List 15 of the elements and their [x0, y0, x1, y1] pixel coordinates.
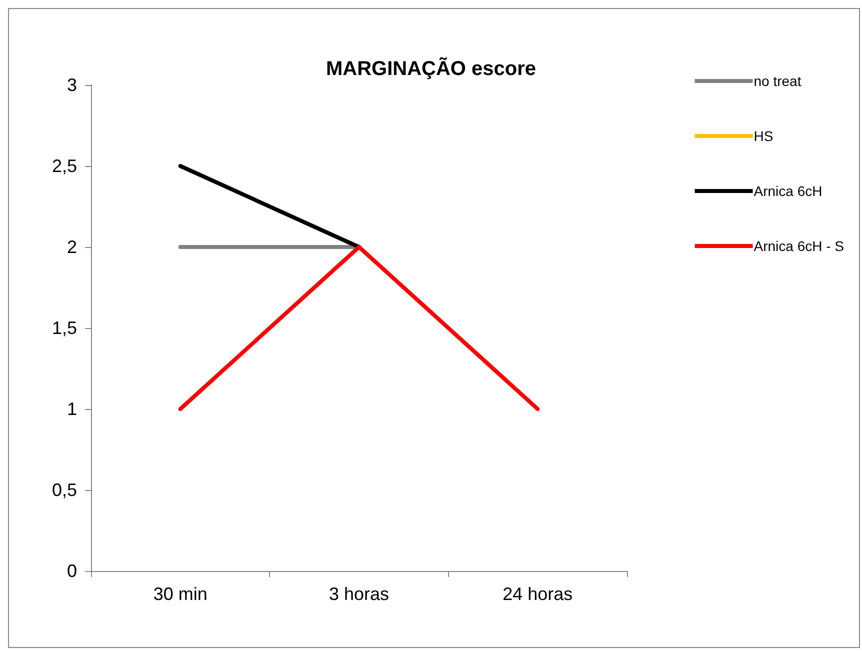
y-tick-label: 1,5 — [52, 318, 77, 338]
legend-label: no treat — [754, 73, 802, 89]
text: 3 — [66, 75, 77, 95]
x-tick-label: 3 horas — [328, 584, 390, 604]
text: 2 — [66, 237, 77, 257]
text: 1 — [66, 399, 77, 419]
legend-label: HS — [754, 128, 774, 144]
chart-title: MARGINAÇÃO escore — [326, 57, 536, 80]
y-tick-label: 0,5 — [52, 480, 77, 500]
x-tick-label: 30 min — [153, 584, 208, 604]
y-tick-label: 2,5 — [52, 156, 77, 176]
text: 0 — [66, 561, 77, 581]
legend-label: Arnica 6cH - S — [754, 238, 844, 254]
legend-label: Arnica 6cH — [754, 183, 822, 199]
x-tick-label: 24 horas — [502, 584, 573, 604]
